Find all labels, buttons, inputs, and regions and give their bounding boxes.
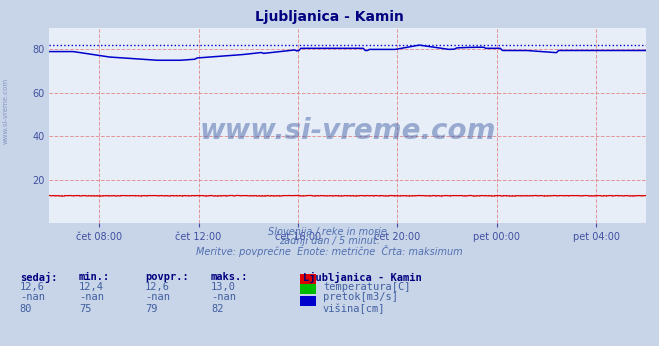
Text: 12,6: 12,6: [145, 282, 170, 292]
Text: -nan: -nan: [211, 292, 236, 302]
Text: sedaj:: sedaj:: [20, 272, 57, 283]
Text: -nan: -nan: [20, 292, 45, 302]
Text: -nan: -nan: [79, 292, 104, 302]
Text: 13,0: 13,0: [211, 282, 236, 292]
Text: 75: 75: [79, 304, 92, 314]
Text: temperatura[C]: temperatura[C]: [323, 282, 411, 292]
Text: zadnji dan / 5 minut.: zadnji dan / 5 minut.: [279, 236, 380, 246]
Text: Ljubljanica - Kamin: Ljubljanica - Kamin: [303, 272, 422, 283]
Text: povpr.:: povpr.:: [145, 272, 188, 282]
Text: 79: 79: [145, 304, 158, 314]
Text: Slovenija / reke in morje.: Slovenija / reke in morje.: [268, 227, 391, 237]
Text: Ljubljanica - Kamin: Ljubljanica - Kamin: [255, 10, 404, 24]
Text: višina[cm]: višina[cm]: [323, 304, 386, 314]
Text: 82: 82: [211, 304, 223, 314]
Text: www.si-vreme.com: www.si-vreme.com: [2, 78, 9, 144]
Text: 80: 80: [20, 304, 32, 314]
Text: maks.:: maks.:: [211, 272, 248, 282]
Text: 12,6: 12,6: [20, 282, 45, 292]
Text: -nan: -nan: [145, 292, 170, 302]
Text: 12,4: 12,4: [79, 282, 104, 292]
Text: Meritve: povprečne  Enote: metrične  Črta: maksimum: Meritve: povprečne Enote: metrične Črta:…: [196, 245, 463, 257]
Text: www.si-vreme.com: www.si-vreme.com: [200, 117, 496, 145]
Text: pretok[m3/s]: pretok[m3/s]: [323, 292, 398, 302]
Text: min.:: min.:: [79, 272, 110, 282]
